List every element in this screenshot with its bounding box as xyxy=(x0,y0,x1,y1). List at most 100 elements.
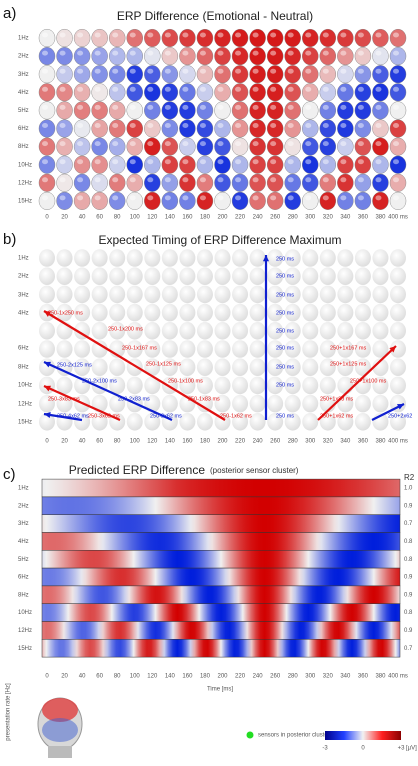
head xyxy=(126,101,143,120)
x-tick-label: 180 xyxy=(200,439,211,445)
head xyxy=(196,340,213,358)
row-label: 15Hz xyxy=(18,420,32,426)
head xyxy=(319,137,336,156)
legend-label: sensors in posterior cluster xyxy=(258,733,330,739)
head xyxy=(354,267,371,286)
head-highlight xyxy=(287,123,294,128)
arrow-head xyxy=(44,411,51,418)
head-highlight xyxy=(182,177,189,183)
head xyxy=(108,191,126,210)
x-tick-label: 20 xyxy=(61,439,68,445)
x-tick-label: 200 xyxy=(217,215,228,221)
head-highlight xyxy=(199,68,206,74)
head xyxy=(354,285,371,304)
head-highlight xyxy=(235,32,242,38)
x-tick-label: 240 xyxy=(253,215,264,221)
head-highlight xyxy=(94,68,101,74)
head-highlight xyxy=(252,195,259,201)
head-highlight xyxy=(199,195,206,201)
x-tick-label: 220 xyxy=(235,439,246,445)
head-highlight xyxy=(199,50,206,56)
head xyxy=(302,119,319,138)
x-tick-label: 400 ms xyxy=(388,439,408,445)
head xyxy=(126,413,143,431)
row-label: 6Hz xyxy=(18,346,29,352)
head xyxy=(249,322,266,340)
head xyxy=(39,358,55,377)
head xyxy=(179,137,196,156)
head xyxy=(354,65,372,84)
y-axis-label: presentation rate [Hz] xyxy=(6,683,12,741)
x-tick-label: 280 xyxy=(288,215,299,221)
arrow-label: 250-1x62 ms xyxy=(220,413,252,419)
arrow xyxy=(317,345,397,421)
head xyxy=(126,303,143,322)
row-label: 2Hz xyxy=(18,274,29,280)
head-highlight xyxy=(147,68,154,74)
head xyxy=(196,83,214,102)
head xyxy=(161,173,179,192)
head-highlight xyxy=(357,159,364,165)
head-highlight xyxy=(252,141,259,147)
head-highlight xyxy=(147,32,154,38)
head xyxy=(38,119,56,138)
head xyxy=(126,47,143,66)
head xyxy=(284,267,301,286)
arrow-head xyxy=(397,404,404,410)
head-highlight xyxy=(182,159,189,165)
head-highlight xyxy=(42,195,48,201)
head-highlight xyxy=(305,86,312,92)
head xyxy=(284,340,301,358)
r2-value: 0.9 xyxy=(404,628,413,634)
head xyxy=(337,173,354,192)
head-highlight xyxy=(182,86,189,92)
head xyxy=(231,101,249,120)
head xyxy=(196,155,214,174)
arrow-head xyxy=(44,385,51,392)
head xyxy=(74,285,91,304)
head xyxy=(284,358,301,377)
heatmap-row xyxy=(41,478,401,498)
head xyxy=(249,376,266,395)
x-tick-label: 20 xyxy=(61,215,68,221)
head xyxy=(214,155,231,174)
head-highlight xyxy=(375,86,382,92)
head xyxy=(214,191,231,210)
head-highlight xyxy=(305,123,312,128)
head-highlight xyxy=(217,195,224,201)
head xyxy=(390,303,406,322)
head xyxy=(56,29,73,48)
x-tick-label: 140 xyxy=(165,215,176,221)
head xyxy=(74,358,91,377)
head xyxy=(179,101,196,120)
head-highlight xyxy=(235,86,242,92)
head-highlight xyxy=(270,159,277,165)
arrow xyxy=(43,310,226,421)
head-highlight xyxy=(375,141,382,147)
head xyxy=(91,155,108,174)
head-highlight xyxy=(322,141,329,147)
head xyxy=(354,249,371,267)
head-highlight xyxy=(217,159,224,165)
x-tick-label: 100 xyxy=(130,439,141,445)
head-highlight xyxy=(217,50,224,56)
head xyxy=(302,173,319,192)
head xyxy=(266,65,284,84)
head-highlight xyxy=(147,104,154,110)
head xyxy=(249,340,266,358)
head xyxy=(196,173,214,192)
head xyxy=(372,340,389,358)
head xyxy=(389,29,407,48)
x-tick-label: 260 xyxy=(270,215,281,221)
head xyxy=(56,249,73,267)
head xyxy=(39,249,55,267)
head-highlight xyxy=(164,86,171,92)
head xyxy=(161,101,179,120)
head xyxy=(196,29,214,48)
head xyxy=(337,303,354,322)
x-tick-label: 40 xyxy=(79,439,86,445)
head xyxy=(319,155,336,174)
head xyxy=(108,83,126,102)
head-highlight xyxy=(42,123,48,128)
head xyxy=(108,47,126,66)
